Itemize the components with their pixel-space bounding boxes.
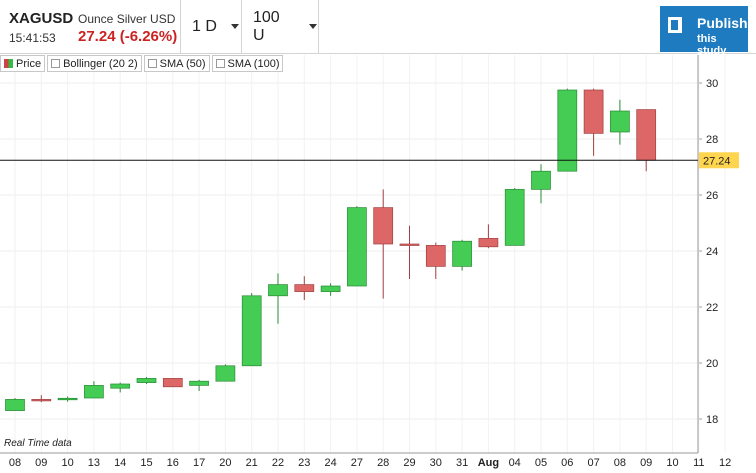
price-color-icon <box>4 59 13 68</box>
bracket-icon <box>668 17 680 33</box>
checkbox-icon <box>51 59 61 68</box>
candle-body <box>478 238 499 248</box>
publish-label: Publish <box>697 15 748 31</box>
x-tick-label: 11 <box>693 457 704 469</box>
interval-dropdown[interactable]: 1 D <box>192 0 240 53</box>
candle-body <box>504 189 525 246</box>
candle-body <box>320 285 341 292</box>
bracket-icon-bar <box>678 17 682 33</box>
x-tick-label: 28 <box>377 457 389 469</box>
candle-body <box>31 399 52 402</box>
candle-body <box>636 109 657 161</box>
checkbox-icon <box>147 59 157 68</box>
candle-body <box>189 380 209 386</box>
legend-price-label: Price <box>16 57 42 70</box>
candle-body <box>268 284 288 297</box>
x-tick-label: 14 <box>114 457 126 469</box>
candle-body <box>215 365 236 382</box>
toolbar-divider <box>241 0 242 53</box>
candle-body <box>5 399 25 411</box>
x-tick-label: 13 <box>88 457 100 469</box>
legend-price[interactable]: Price <box>0 55 46 72</box>
legend-bollinger-label: Bollinger (20 2) <box>63 57 138 70</box>
y-tick-label: 28 <box>706 134 718 146</box>
x-tick-label: 22 <box>272 457 284 469</box>
chevron-down-icon <box>230 24 239 29</box>
candle-body <box>347 207 367 287</box>
x-tick-label: 10 <box>61 457 73 469</box>
x-tick-label: 12 <box>719 457 731 469</box>
y-tick-label: 22 <box>706 302 718 314</box>
candle-body <box>294 284 315 292</box>
x-tick-label: 04 <box>509 457 521 469</box>
candle-body <box>110 383 131 389</box>
y-tick-label: 20 <box>706 358 718 370</box>
symbol-description: Ounce Silver USD <box>78 12 176 26</box>
publish-sublabel: this study <box>697 33 727 57</box>
x-tick-label: 16 <box>167 457 179 469</box>
legend-sma100-label: SMA (100) <box>227 57 280 70</box>
candle-body <box>162 378 183 388</box>
candle-body <box>452 240 472 267</box>
study-legend: Price Bollinger (20 2) SMA (50) SMA (100… <box>0 55 285 72</box>
x-tick-label: 08 <box>614 457 626 469</box>
realtime-label: Real Time data <box>4 438 72 449</box>
x-tick-label: 30 <box>430 457 442 469</box>
price-change-label: 27.24 (-6.26%) <box>78 28 178 45</box>
chevron-down-icon <box>309 24 317 29</box>
x-tick-label: 27 <box>351 457 363 469</box>
y-tick-label: 18 <box>706 414 718 426</box>
candle-body <box>373 207 394 245</box>
y-tick-label: 30 <box>706 78 718 90</box>
x-tick-label: 09 <box>640 457 652 469</box>
x-tick-label: 05 <box>535 457 547 469</box>
x-tick-label: 24 <box>324 457 336 469</box>
candle-body <box>57 397 78 401</box>
interval-value: 1 D <box>192 17 217 35</box>
x-tick-label: 09 <box>35 457 47 469</box>
candle-body <box>610 110 630 133</box>
x-tick-label: 23 <box>298 457 310 469</box>
toolbar-divider <box>180 0 181 53</box>
x-tick-label: 20 <box>219 457 231 469</box>
x-tick-label: Aug <box>478 457 499 469</box>
candle-body <box>557 89 578 172</box>
legend-sma100[interactable]: SMA (100) <box>211 55 284 72</box>
toolbar-divider <box>318 0 319 53</box>
legend-sma50-label: SMA (50) <box>159 57 206 70</box>
symbol-label[interactable]: XAGUSD <box>9 10 74 27</box>
candle-body <box>425 245 446 267</box>
x-tick-label: 10 <box>666 457 678 469</box>
candle-body <box>399 243 420 246</box>
last-price-badge <box>699 152 739 169</box>
toolbar: XAGUSD Ounce Silver USD 15:41:53 27.24 (… <box>0 0 756 57</box>
x-tick-label: 07 <box>587 457 599 469</box>
x-tick-label: 06 <box>561 457 573 469</box>
x-tick-label: 08 <box>9 457 21 469</box>
y-tick-label: 24 <box>706 246 718 258</box>
candle-body <box>241 295 262 367</box>
x-tick-label: 15 <box>140 457 152 469</box>
publish-study-button[interactable]: Publish this study <box>660 6 748 57</box>
x-tick-label: 29 <box>403 457 415 469</box>
x-tick-label: 17 <box>193 457 205 469</box>
units-value: 100 U <box>253 8 280 44</box>
candle-body <box>84 385 104 399</box>
x-tick-label: 21 <box>246 457 258 469</box>
y-tick-label: 26 <box>706 190 718 202</box>
units-dropdown[interactable]: 100 U <box>253 0 317 53</box>
checkbox-icon <box>215 59 225 68</box>
legend-sma50[interactable]: SMA (50) <box>143 55 210 72</box>
time-label: 15:41:53 <box>9 31 56 45</box>
x-tick-label: 31 <box>456 457 468 469</box>
candle-body <box>531 170 551 190</box>
candle-body <box>136 378 157 383</box>
candle-body <box>583 89 604 134</box>
legend-bollinger[interactable]: Bollinger (20 2) <box>47 55 142 72</box>
last-price-label: 27.24 <box>703 155 731 167</box>
